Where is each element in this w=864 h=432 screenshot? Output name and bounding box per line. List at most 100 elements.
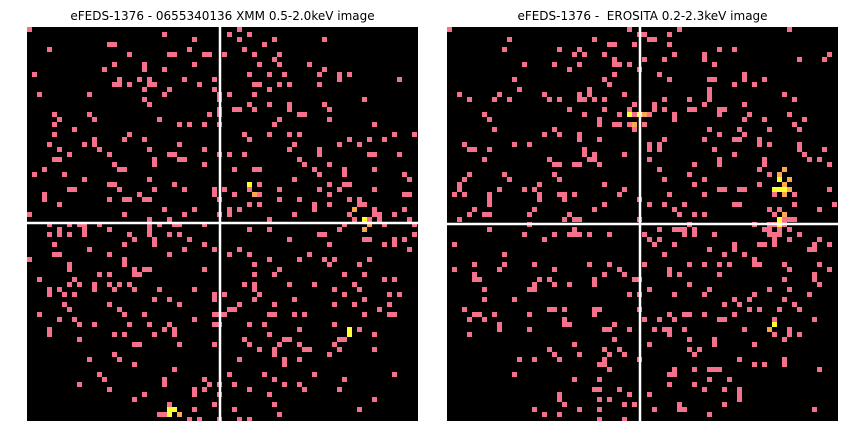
pixel <box>277 187 282 192</box>
pixel <box>622 417 627 421</box>
pixel <box>132 362 137 367</box>
pixel <box>262 42 267 47</box>
pixel <box>702 312 707 317</box>
pixel <box>787 332 792 337</box>
pixel <box>742 117 747 122</box>
pixel <box>227 207 232 212</box>
pixel <box>497 187 502 192</box>
pixel <box>372 332 377 337</box>
pixel <box>317 152 322 157</box>
pixel <box>767 172 772 177</box>
pixel <box>577 137 582 142</box>
pixel <box>697 347 702 352</box>
pixel <box>797 57 802 62</box>
pixel <box>752 362 757 367</box>
pixel <box>107 302 112 307</box>
pixel <box>677 407 682 412</box>
pixel <box>502 172 507 177</box>
pixel <box>407 217 412 222</box>
pixel <box>67 282 72 287</box>
pixel <box>152 162 157 167</box>
pixel <box>142 62 147 67</box>
pixel <box>182 157 187 162</box>
pixel <box>672 317 677 322</box>
pixel <box>702 262 707 267</box>
pixel <box>92 142 97 147</box>
pixel <box>117 282 122 287</box>
pixel <box>317 232 322 237</box>
pixel <box>192 207 197 212</box>
pixel <box>402 207 407 212</box>
pixel <box>767 127 772 132</box>
pixel <box>287 237 292 242</box>
image-panel <box>27 27 418 421</box>
pixel <box>212 247 217 252</box>
pixel <box>782 182 787 187</box>
pixel <box>257 202 262 207</box>
pixel <box>487 227 492 232</box>
pixel <box>262 372 267 377</box>
pixel <box>577 47 582 52</box>
pixel <box>327 182 332 187</box>
pixel <box>632 42 637 47</box>
pixel <box>327 192 332 197</box>
pixel <box>277 267 282 272</box>
pixel <box>472 207 477 212</box>
pixel <box>787 267 792 272</box>
pixel <box>147 322 152 327</box>
pixel <box>342 292 347 297</box>
pixel <box>672 292 677 297</box>
pixel <box>712 367 717 372</box>
pixel <box>152 82 157 87</box>
pixel <box>332 302 337 307</box>
pixel <box>362 217 367 222</box>
pixel <box>702 177 707 182</box>
pixel <box>272 302 277 307</box>
pixel <box>112 162 117 167</box>
pixel <box>122 197 127 202</box>
pixel <box>252 82 257 87</box>
pixel <box>622 272 627 277</box>
pixel <box>52 242 57 247</box>
pixel <box>367 152 372 157</box>
pixel <box>237 107 242 112</box>
pixel <box>72 292 77 297</box>
pixel <box>777 172 782 177</box>
pixel <box>707 287 712 292</box>
pixel <box>602 362 607 367</box>
pixel <box>297 157 302 162</box>
pixel <box>552 282 557 287</box>
pixel <box>242 282 247 287</box>
pixel <box>192 317 197 322</box>
pixel <box>297 342 302 347</box>
pixel <box>617 62 622 67</box>
pixel <box>772 322 777 327</box>
pixel <box>612 72 617 77</box>
panel-title: eFEDS-1376 - 0655340136 XMM 0.5-2.0keV i… <box>70 9 375 23</box>
pixel <box>552 172 557 177</box>
pixel <box>77 282 82 287</box>
pixel <box>527 312 532 317</box>
pixel <box>162 327 167 332</box>
pixel <box>472 262 477 267</box>
pixel <box>282 72 287 77</box>
pixel <box>472 147 477 152</box>
pixel <box>797 147 802 152</box>
pixel <box>547 347 552 352</box>
pixel <box>477 277 482 282</box>
pixel <box>487 117 492 122</box>
pixel <box>212 312 217 317</box>
pixel <box>177 302 182 307</box>
pixel <box>227 92 232 97</box>
pixel <box>252 297 257 302</box>
pixel <box>737 357 742 362</box>
pixel <box>77 222 82 227</box>
pixel <box>827 242 832 247</box>
pixel <box>467 172 472 177</box>
pixel <box>112 332 117 337</box>
pixel <box>142 197 147 202</box>
pixel <box>142 392 147 397</box>
pixel <box>677 272 682 277</box>
pixel <box>572 217 577 222</box>
pixel <box>347 327 352 332</box>
